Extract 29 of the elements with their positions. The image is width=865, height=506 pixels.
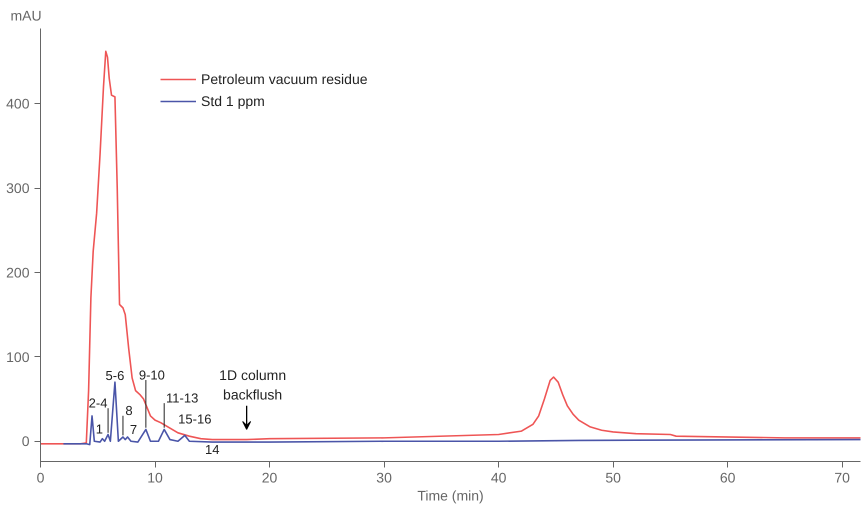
annotation: 9-10 xyxy=(138,367,165,382)
annotation: 14 xyxy=(205,442,220,458)
y-tick-label: 400 xyxy=(6,96,30,112)
annotation: 1D column backflush xyxy=(219,367,286,402)
annotation: 2-4 xyxy=(88,395,108,410)
legend-label: Petroleum vacuum residue xyxy=(201,71,368,87)
x-tick-label: 20 xyxy=(262,470,278,486)
line-series xyxy=(40,50,860,445)
annotation: 8 xyxy=(125,403,133,418)
x-tick-label: 70 xyxy=(834,470,850,486)
y-tick-label: 0 xyxy=(22,433,30,450)
annotation: 1 xyxy=(96,422,103,437)
x-tick-label: 40 xyxy=(490,470,507,486)
y-tick-label: 100 xyxy=(6,348,30,365)
x-tick-label: 60 xyxy=(720,470,736,486)
annotation: 11-13 xyxy=(166,390,198,406)
x-tick-label: 10 xyxy=(147,470,164,486)
line-series xyxy=(62,381,860,446)
annotation: 7 xyxy=(130,422,138,438)
annotation: 5-6 xyxy=(106,368,124,384)
x-tick-label: 30 xyxy=(376,470,392,486)
x-axis-title: Time (min) xyxy=(417,488,484,504)
annotation: 15-16 xyxy=(178,411,212,426)
y-tick-label: 300 xyxy=(6,180,30,196)
legend-label: Std 1 ppm xyxy=(201,93,265,109)
y-tick-label: 200 xyxy=(6,264,30,280)
x-tick-label: 0 xyxy=(36,470,45,486)
y-axis-title: mAU xyxy=(10,8,42,24)
x-tick-label: 50 xyxy=(605,470,622,486)
